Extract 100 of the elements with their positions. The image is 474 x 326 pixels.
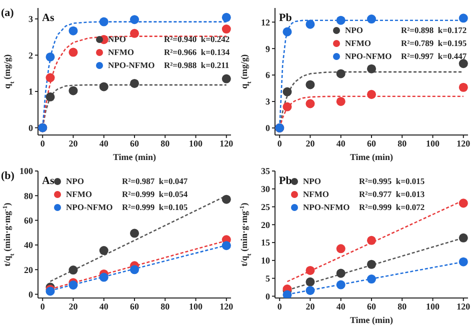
point: [46, 73, 55, 82]
point: [336, 16, 346, 25]
legend-label: NFMO: [345, 37, 372, 50]
y-tick-label: 0: [266, 123, 270, 134]
annotation: R²=0.997 k=0.447: [401, 50, 467, 63]
x-tick-label: 100: [426, 138, 440, 148]
x-tick-label: 100: [189, 138, 204, 148]
point: [458, 257, 468, 266]
x-tick-label: 120: [220, 301, 234, 312]
point: [46, 92, 55, 102]
x-axis-title: Time (min): [350, 152, 394, 162]
point: [306, 286, 315, 295]
x-tick-label: 0: [277, 301, 282, 312]
annotation: R²=0.977 k=0.013: [359, 188, 425, 201]
y-tick-label: 10: [261, 256, 270, 266]
annotation: R²=0.898 k=0.172: [401, 24, 467, 37]
point: [130, 15, 140, 24]
x-tick-label: 20: [306, 138, 316, 148]
legend-label: NFMO: [108, 46, 135, 60]
point: [222, 194, 231, 204]
annotation: R²=0.999 k=0.072: [359, 201, 425, 214]
chart-title: As: [42, 175, 55, 187]
annotation: R²=0.988 k=0.211: [164, 59, 230, 72]
y-tick-label: 6: [266, 70, 270, 80]
point: [306, 277, 315, 286]
annotation: R²=0.987 k=0.047: [122, 175, 188, 188]
point: [336, 96, 346, 106]
point: [458, 198, 468, 208]
annotation: R²=0.999 k=0.054: [122, 188, 188, 201]
point: [336, 244, 346, 254]
point: [306, 266, 315, 275]
point: [336, 280, 346, 290]
y-tick-label: 5: [266, 274, 270, 284]
point: [458, 82, 468, 92]
x-tick-label: 120: [220, 138, 234, 148]
point: [336, 268, 346, 278]
y-tick-label: 3: [28, 14, 34, 24]
x-tick-label: 60: [130, 301, 140, 312]
point: [99, 82, 108, 92]
legend-label: NPO-NFMO: [303, 201, 351, 214]
x-tick-label: 20: [68, 301, 78, 312]
legend-label: NPO-NFMO: [345, 50, 393, 63]
x-tick-label: 100: [189, 301, 204, 312]
y-tick-label: 3: [266, 96, 270, 107]
x-tick-label: 120: [456, 301, 471, 312]
x-tick-label: 80: [160, 138, 170, 148]
point: [366, 260, 376, 269]
y-tick-label: 20: [261, 220, 270, 230]
y-tick-label: 15: [261, 238, 270, 248]
point: [130, 265, 140, 274]
y-tick-label: 9: [266, 44, 270, 54]
x-tick-label: 40: [99, 138, 109, 148]
y-tick-label: 2: [28, 50, 34, 60]
annotation: R²=0.940 k=0.242: [164, 33, 230, 46]
y-tick-label: 12: [261, 17, 270, 28]
annotation: R²=0.966 k=0.134: [164, 46, 230, 60]
point: [366, 274, 376, 284]
point: [68, 86, 78, 96]
x-axis-title: Time (min): [350, 315, 394, 325]
y-tick-label: 20: [24, 264, 34, 275]
y-tick-label: 0: [28, 122, 34, 133]
x-tick-label: 80: [398, 138, 408, 148]
y-tick-label: 40: [24, 240, 34, 250]
y-tick-label: 1: [28, 86, 34, 97]
y-tick-label: 25: [261, 202, 270, 212]
point: [366, 236, 376, 245]
x-tick-label: 80: [160, 301, 170, 312]
point: [68, 48, 78, 57]
point: [366, 90, 376, 99]
point: [46, 52, 55, 62]
point: [222, 241, 231, 250]
x-tick-label: 100: [426, 301, 440, 312]
x-tick-label: 40: [336, 301, 346, 312]
point: [306, 99, 315, 108]
point: [222, 24, 231, 34]
chart-title: As: [42, 12, 55, 24]
point: [282, 87, 292, 96]
point: [366, 64, 376, 74]
legend-label: NPO: [66, 175, 85, 188]
point: [222, 74, 231, 84]
y-tick-label: 100: [20, 166, 34, 176]
annotation: R²=0.789 k=0.195: [401, 37, 467, 50]
point: [458, 233, 468, 242]
point: [130, 228, 140, 238]
x-tick-label: 120: [456, 138, 471, 148]
y-tick-label: 0: [266, 291, 270, 302]
x-axis-title: Time (min): [112, 152, 156, 162]
annotation: R²=0.995 k=0.015: [359, 175, 425, 188]
point: [68, 26, 78, 36]
point: [366, 14, 376, 24]
legend-label: NFMO: [303, 188, 330, 201]
x-tick-label: 60: [367, 138, 376, 148]
point: [282, 290, 292, 298]
legend-label: NPO: [108, 33, 127, 46]
legend-label: NPO-NFMO: [66, 201, 114, 214]
y-tick-label: 0: [28, 289, 34, 300]
x-tick-label: 80: [398, 301, 408, 312]
point: [306, 80, 315, 90]
point: [458, 59, 468, 68]
x-tick-label: 0: [40, 301, 46, 312]
